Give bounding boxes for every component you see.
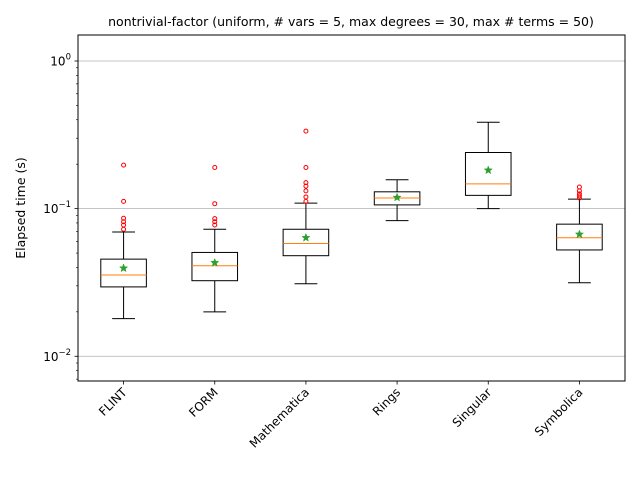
box-iqr xyxy=(556,223,603,251)
plot-frame xyxy=(77,34,626,382)
outlier-point xyxy=(121,215,127,221)
outlier-point xyxy=(212,222,218,228)
box-iqr xyxy=(191,251,239,282)
outlier-point xyxy=(212,219,218,225)
outlier-point xyxy=(576,184,582,190)
box-iqr xyxy=(464,152,512,196)
outlier-point xyxy=(303,128,309,134)
y-axis-label: Elapsed time (s) xyxy=(13,157,28,259)
outlier-point xyxy=(121,198,127,204)
outlier-point xyxy=(212,201,218,207)
chart-title: nontrivial-factor (uniform, # vars = 5, … xyxy=(108,14,594,29)
mean-marker xyxy=(210,257,220,267)
outlier-point xyxy=(212,216,218,222)
mean-marker xyxy=(574,229,585,239)
box-iqr xyxy=(282,228,330,257)
mean-marker xyxy=(118,263,129,273)
outlier-point xyxy=(303,194,309,200)
outlier-point xyxy=(121,162,127,168)
outlier-point xyxy=(303,164,309,170)
mean-marker xyxy=(483,165,493,175)
mean-marker xyxy=(301,232,311,242)
outlier-point xyxy=(212,164,218,170)
box-iqr xyxy=(100,258,147,288)
outlier-point xyxy=(121,222,127,228)
outlier-point xyxy=(576,191,582,197)
outlier-point xyxy=(121,219,127,225)
grid-lines xyxy=(78,60,625,357)
outlier-point xyxy=(303,188,309,194)
outlier-point xyxy=(303,180,309,186)
mean-marker xyxy=(392,192,402,202)
outlier-point xyxy=(576,193,582,199)
box-plots xyxy=(100,121,603,320)
